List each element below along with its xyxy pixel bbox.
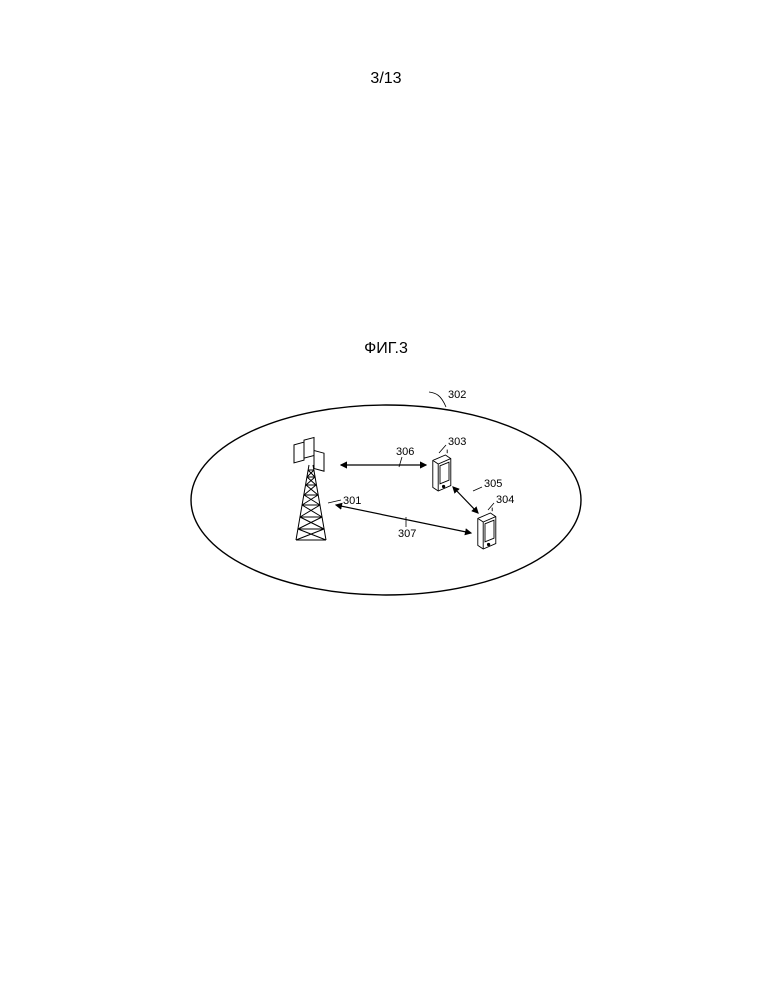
ref-305: 305 [484, 478, 502, 490]
phone-icon [478, 508, 496, 549]
cell-tower-icon [294, 437, 326, 540]
figure-title: ФИГ.3 [0, 340, 772, 358]
ref-304: 304 [496, 494, 514, 506]
ref-307: 307 [398, 528, 416, 540]
ref-303: 303 [448, 436, 466, 448]
coverage-ellipse [191, 405, 581, 595]
page-number: 3/13 [0, 70, 772, 88]
network-diagram: 301 302 303 304 305 306 307 [186, 385, 586, 615]
link-305 [453, 487, 478, 513]
ref-301: 301 [343, 495, 361, 507]
ref-306: 306 [396, 446, 414, 458]
ref-302: 302 [448, 389, 466, 401]
phone-icon [433, 450, 451, 491]
